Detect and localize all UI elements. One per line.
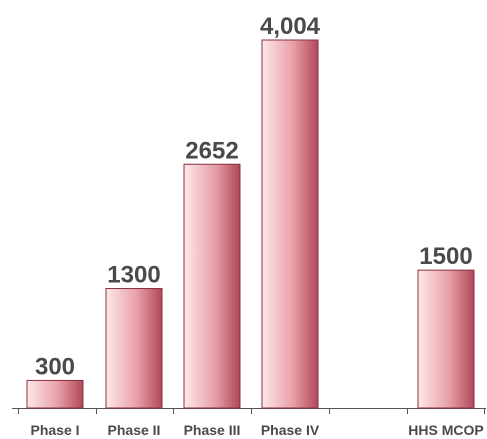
bar-phase-i [26,379,84,409]
x-tick-labels: Phase I Phase II Phase III Phase IV HHS MCOP [30,422,483,438]
data-label: 300 [35,353,75,380]
bars [26,39,475,409]
data-label: 1300 [107,262,160,289]
x-tick-label: Phase IV [261,422,320,438]
bar-phase-iii [183,163,241,409]
bar-hhs-mcop [417,269,475,409]
data-label: 1500 [419,243,472,270]
bar-phase-ii [105,288,163,409]
x-tick-label: Phase III [184,422,241,438]
x-tick-label: HHS MCOP [408,422,483,438]
data-label: 4,004 [260,13,321,40]
x-tick-label: Phase II [108,422,161,438]
x-tick-label: Phase I [30,422,79,438]
data-label: 2652 [185,137,238,164]
value-labels: 300 1300 2652 4,004 1500 [35,13,473,380]
bar-phase-iv [261,39,319,409]
x-axis [12,408,486,414]
